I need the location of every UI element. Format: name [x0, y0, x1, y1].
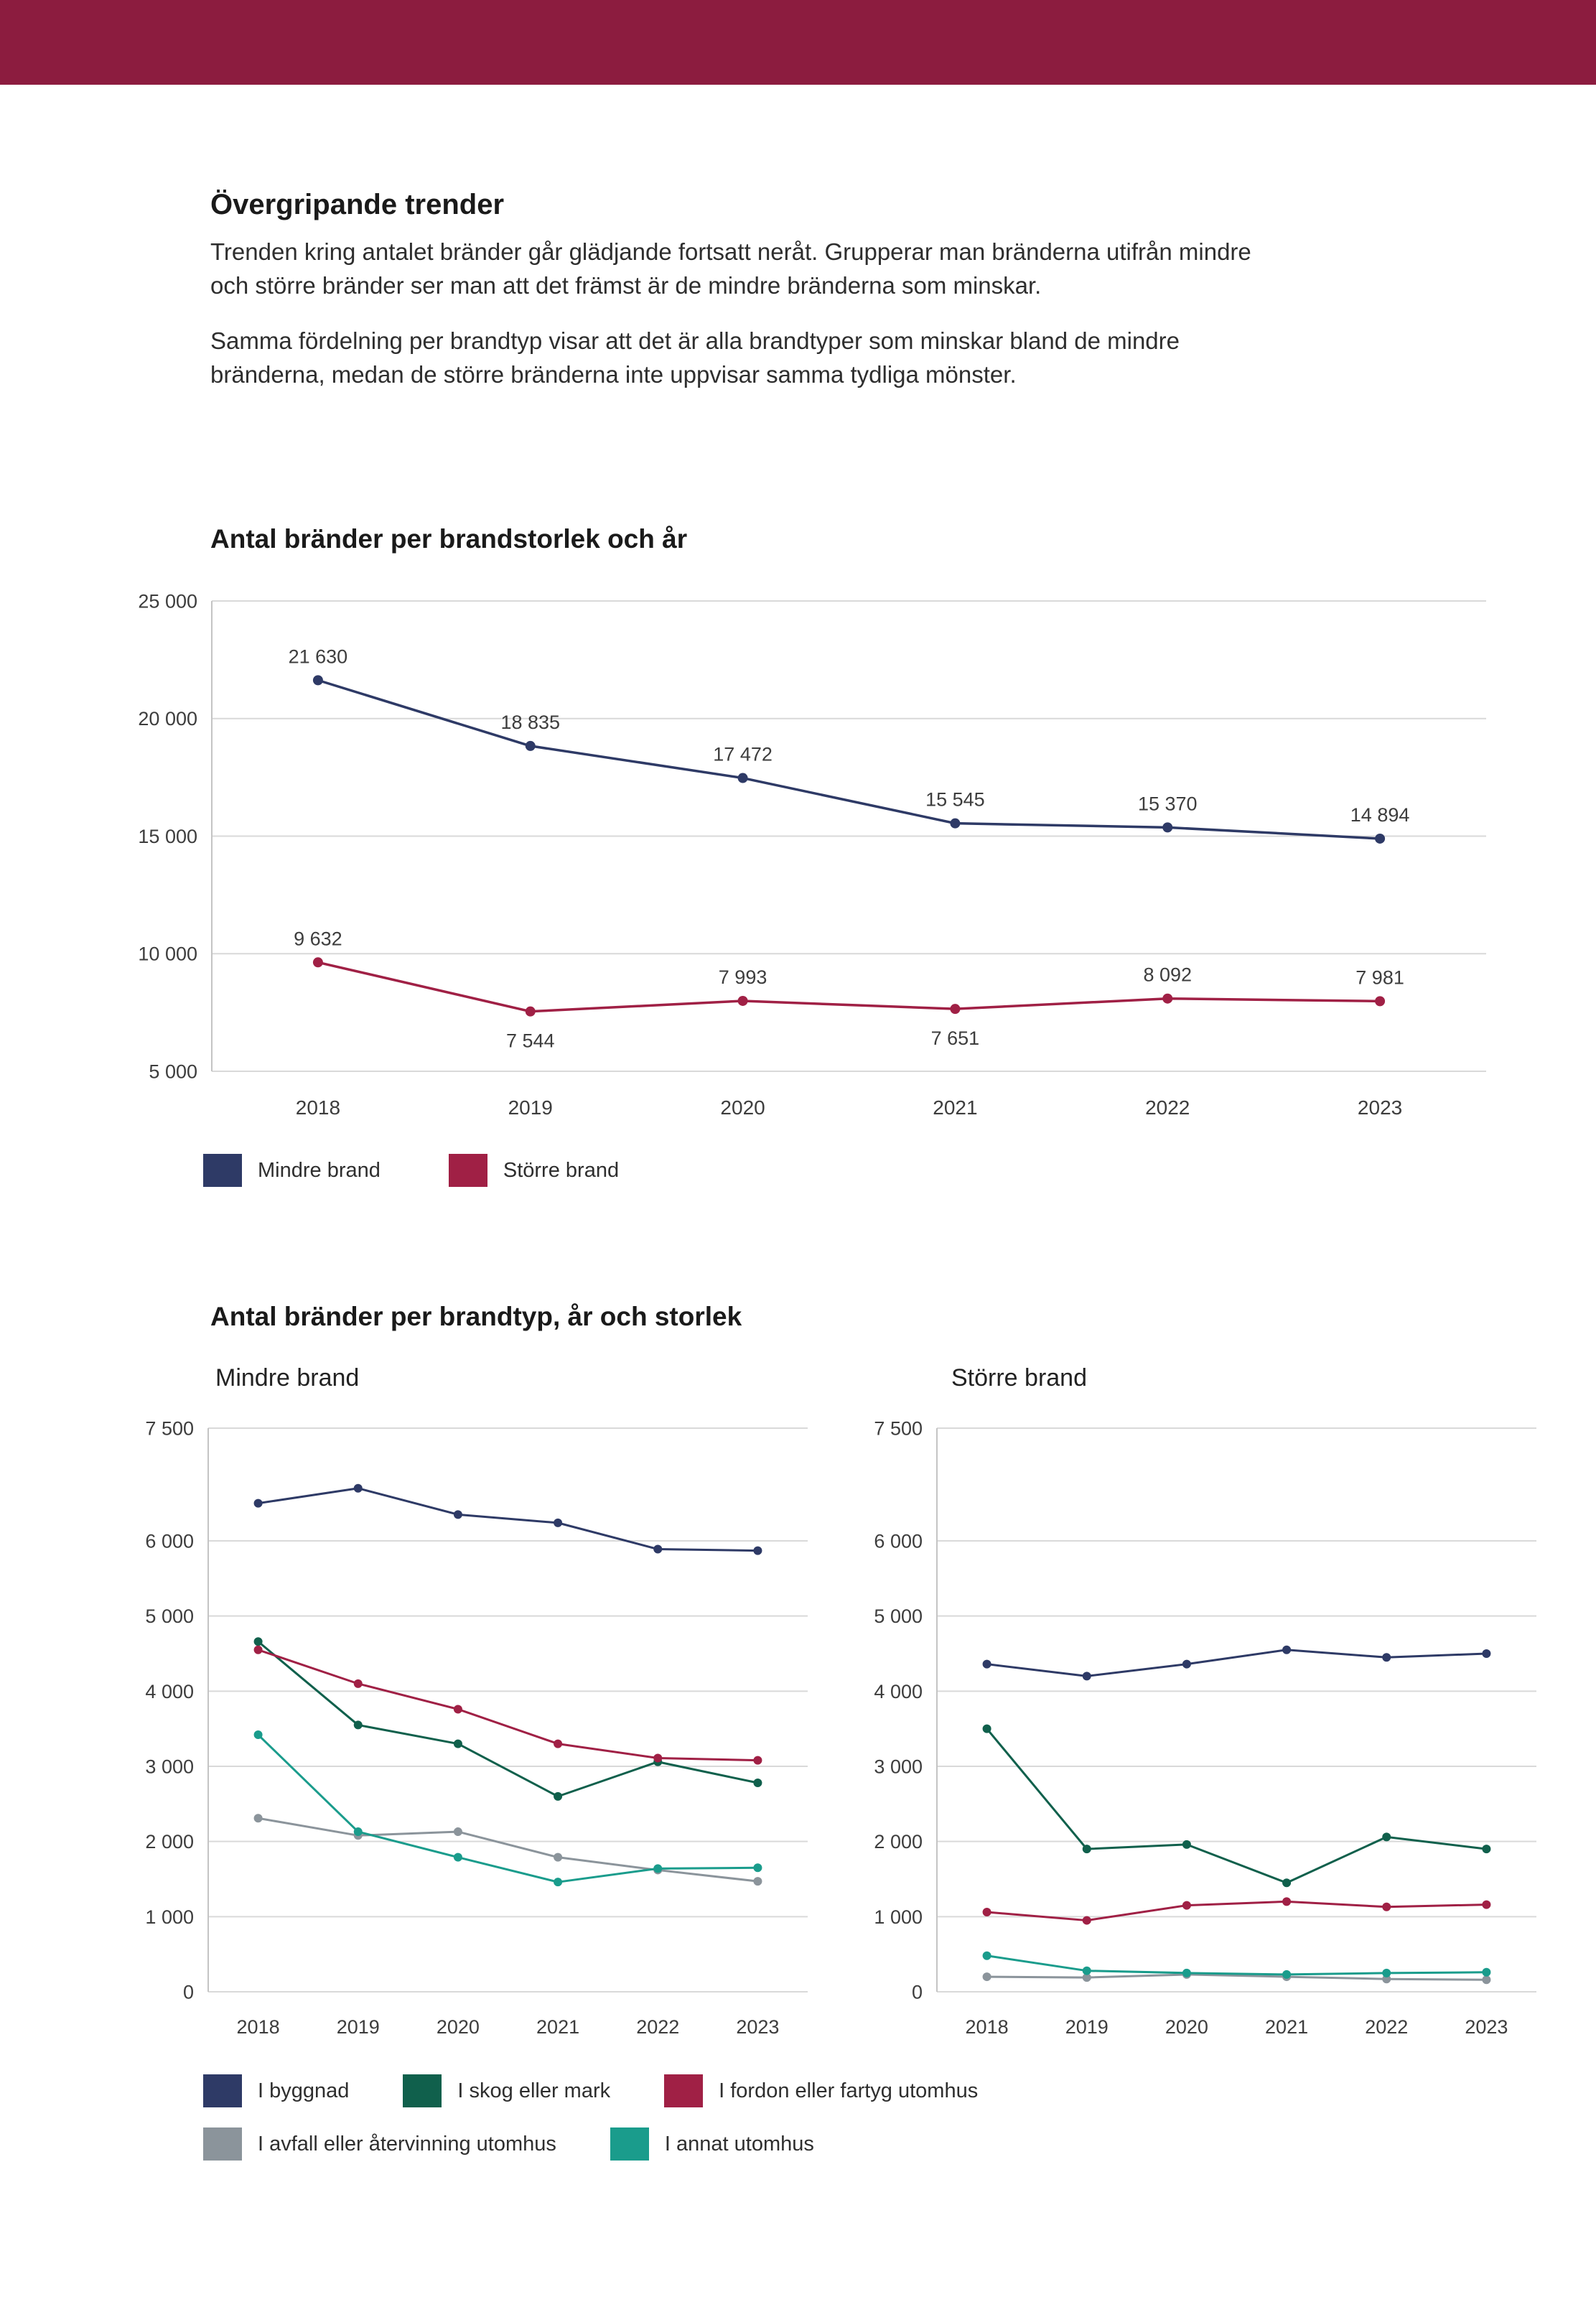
svg-text:7 651: 7 651	[931, 1028, 980, 1050]
legend-swatch-fordon	[664, 2074, 704, 2108]
svg-text:2018: 2018	[966, 2016, 1009, 2038]
chart1-legend: Mindre brand Större brand	[203, 1154, 1596, 1188]
svg-text:2019: 2019	[337, 2016, 380, 2038]
svg-text:2018: 2018	[296, 1096, 340, 1119]
svg-text:3 000: 3 000	[874, 1756, 923, 1778]
svg-text:18 835: 18 835	[500, 712, 560, 733]
svg-text:5 000: 5 000	[149, 1061, 197, 1083]
svg-text:2021: 2021	[933, 1096, 977, 1119]
svg-text:2023: 2023	[736, 2016, 779, 2038]
svg-text:20 000: 20 000	[138, 709, 197, 730]
svg-text:2019: 2019	[1065, 2016, 1109, 2038]
page-header-band	[0, 0, 1596, 85]
svg-text:15 545: 15 545	[925, 789, 985, 811]
chart2-legend-row2: I avfall eller återvinning utomhus I ann…	[203, 2127, 1596, 2161]
fires-by-type-major-chart: 0 1 000 2 000 3 000 4 000 5 000 6 000 7 500 2018…	[874, 1418, 1536, 2038]
legend-label-avfall: I avfall eller återvinning utomhus	[258, 2132, 556, 2155]
chart2-legend-row1: I byggnad I skog eller mark I fordon ell…	[203, 2074, 1596, 2108]
svg-text:2018: 2018	[237, 2016, 280, 2038]
small-charts-subtitles: Mindre brand Större brand	[129, 1364, 1596, 1392]
svg-text:2021: 2021	[536, 2016, 579, 2038]
svg-text:6 000: 6 000	[145, 1531, 194, 1552]
svg-text:9 632: 9 632	[294, 928, 342, 950]
svg-text:2020: 2020	[720, 1096, 765, 1119]
chart2-title: Antal bränder per brandtyp, år och storl…	[210, 1302, 742, 1332]
svg-text:21 630: 21 630	[289, 646, 348, 668]
svg-text:4 000: 4 000	[874, 1681, 923, 1702]
intro-paragraph-2: Samma fördelning per brandtyp visar att …	[210, 327, 1180, 388]
legend-item-mindre-brand: Mindre brand	[203, 1154, 381, 1188]
legend-item-fordon: I fordon eller fartyg utomhus	[664, 2074, 979, 2108]
svg-text:2022: 2022	[636, 2016, 679, 2038]
report-page: Övergripande trender Trenden kring antal…	[0, 189, 1596, 2247]
legend-label-byggnad: I byggnad	[258, 2079, 350, 2102]
svg-text:2022: 2022	[1365, 2016, 1408, 2038]
svg-text:2 000: 2 000	[874, 1832, 923, 1853]
chart1-wrap: 5 000 10 000 15 000 20 000 25 000 2018 2019 202…	[129, 579, 1596, 1136]
svg-text:7 993: 7 993	[719, 966, 767, 988]
legend-swatch-avfall	[203, 2127, 242, 2161]
svg-text:7 500: 7 500	[145, 1418, 194, 1440]
svg-text:10 000: 10 000	[138, 943, 197, 965]
legend-item-skog: I skog eller mark	[403, 2074, 611, 2108]
svg-text:2020: 2020	[437, 2016, 480, 2038]
svg-text:17 472: 17 472	[713, 744, 773, 765]
fires-by-type-minor-chart: 0 1 000 2 000 3 000 4 000 5 000 6 000 7 500 2018…	[145, 1418, 808, 2038]
svg-text:1 000: 1 000	[874, 1906, 923, 1928]
fires-by-size-year-chart: 5 000 10 000 15 000 20 000 25 000 2018 2019 202…	[138, 591, 1486, 1119]
svg-text:2019: 2019	[508, 1096, 553, 1119]
bottom-padding	[0, 2161, 1596, 2247]
legend-swatch-skog	[403, 2074, 442, 2108]
svg-text:6 000: 6 000	[874, 1531, 923, 1552]
svg-text:2021: 2021	[1265, 2016, 1308, 2038]
svg-text:5 000: 5 000	[874, 1606, 923, 1628]
legend-label-annat: I annat utomhus	[664, 2132, 814, 2155]
svg-text:1 000: 1 000	[145, 1906, 194, 1928]
legend-label-mindre: Mindre brand	[258, 1158, 381, 1182]
svg-text:25 000: 25 000	[138, 591, 197, 612]
svg-text:2 000: 2 000	[145, 1832, 194, 1853]
legend-label-fordon: I fordon eller fartyg utomhus	[719, 2079, 979, 2102]
svg-text:8 092: 8 092	[1143, 964, 1192, 986]
chart1-title: Antal bränder per brandstorlek och år	[210, 524, 688, 554]
subtitle-storre-brand: Större brand	[951, 1364, 1087, 1392]
legend-swatch-annat	[610, 2127, 649, 2161]
svg-text:2020: 2020	[1165, 2016, 1208, 2038]
svg-text:4 000: 4 000	[145, 1681, 194, 1702]
legend-item-annat: I annat utomhus	[610, 2127, 814, 2161]
intro-heading: Övergripande trender	[210, 189, 505, 220]
legend-item-storre-brand: Större brand	[448, 1154, 620, 1188]
svg-text:7 500: 7 500	[874, 1418, 923, 1440]
legend-label-storre: Större brand	[503, 1158, 620, 1182]
svg-text:2022: 2022	[1145, 1096, 1190, 1119]
intro-section: Övergripande trender Trenden kring antal…	[210, 189, 1273, 391]
svg-text:15 370: 15 370	[1138, 793, 1198, 815]
legend-swatch-byggnad	[203, 2074, 242, 2108]
svg-text:2023: 2023	[1465, 2016, 1508, 2038]
intro-paragraph-1: Trenden kring antalet bränder går glädja…	[210, 238, 1251, 299]
svg-text:0: 0	[183, 1982, 194, 2003]
legend-item-avfall: I avfall eller återvinning utomhus	[203, 2127, 556, 2161]
svg-text:15 000: 15 000	[138, 826, 197, 847]
svg-text:7 981: 7 981	[1355, 967, 1404, 989]
svg-text:7 544: 7 544	[506, 1030, 555, 1052]
svg-text:2023: 2023	[1358, 1096, 1402, 1119]
legend-label-skog: I skog eller mark	[457, 2079, 611, 2102]
svg-text:14 894: 14 894	[1350, 804, 1410, 826]
subtitle-mindre-brand: Mindre brand	[215, 1364, 360, 1392]
legend-swatch-mindre	[203, 1154, 242, 1188]
small-charts-row: 0 1 000 2 000 3 000 4 000 5 000 6 000 7 500 2018…	[129, 1410, 1596, 2053]
legend-item-byggnad: I byggnad	[203, 2074, 350, 2108]
svg-text:5 000: 5 000	[145, 1606, 194, 1628]
svg-text:3 000: 3 000	[145, 1756, 194, 1778]
legend-swatch-storre	[448, 1154, 487, 1188]
svg-text:0: 0	[912, 1982, 923, 2003]
